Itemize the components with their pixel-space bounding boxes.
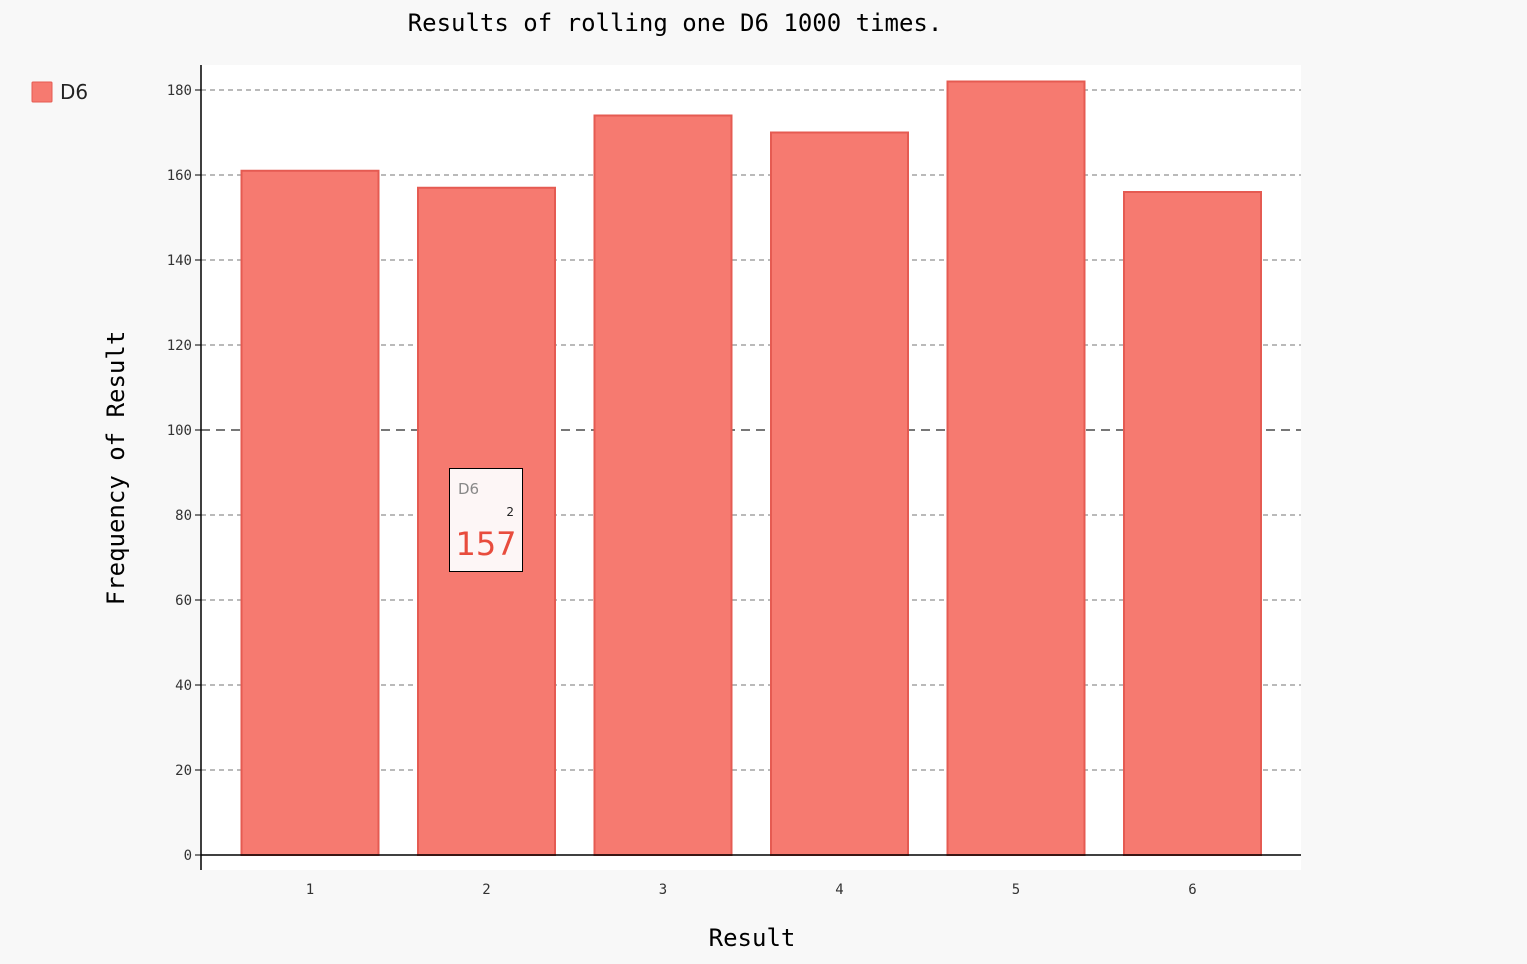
y-tick-label-160: 160	[167, 168, 192, 184]
tooltip-series-label: D6	[458, 480, 479, 498]
y-tick-label-60: 60	[175, 593, 192, 609]
chart-title: Results of rolling one D6 1000 times.	[408, 9, 943, 37]
y-axis-title: Frequency of Result	[102, 331, 130, 606]
y-tick-label-80: 80	[175, 508, 192, 524]
x-axis-tick-labels: 1 2 3 4 5 6	[306, 882, 1197, 898]
tooltip-x-label: 2	[506, 505, 514, 519]
x-tick-label-3: 3	[659, 882, 667, 898]
legend[interactable]: D6	[31, 80, 88, 104]
bar-6[interactable]	[1123, 191, 1262, 856]
y-tick-label-140: 140	[167, 253, 192, 269]
x-tick-label-5: 5	[1012, 882, 1020, 898]
x-axis-title: Result	[709, 924, 796, 952]
x-tick-label-6: 6	[1188, 882, 1196, 898]
y-tick-label-100: 100	[167, 423, 192, 439]
bar-1[interactable]	[240, 169, 380, 856]
grid-lines	[201, 89, 1301, 771]
y-axis-tick-labels: 0 20 40 60 80 100 120 140 160 180	[167, 83, 201, 864]
y-tick-label-20: 20	[175, 763, 192, 779]
bar-5[interactable]	[946, 80, 1086, 856]
x-tick-label-4: 4	[835, 882, 843, 898]
y-tick-label-120: 120	[167, 338, 192, 354]
x-tick-label-2: 2	[482, 882, 490, 898]
bar-3[interactable]	[593, 114, 733, 856]
y-tick-label-40: 40	[175, 678, 192, 694]
tooltip-value: 157	[455, 525, 516, 563]
x-tick-label-1: 1	[306, 882, 314, 898]
plot-area	[201, 65, 1301, 870]
tooltip-box	[449, 468, 523, 572]
tooltip: D6 2 157	[449, 468, 523, 572]
y-tick-label-0: 0	[184, 848, 192, 864]
legend-label-d6: D6	[60, 80, 88, 104]
legend-swatch-d6	[31, 81, 53, 103]
y-tick-label-180: 180	[167, 83, 192, 99]
bar-4[interactable]	[770, 131, 909, 856]
bar-series-d6	[240, 80, 1262, 856]
